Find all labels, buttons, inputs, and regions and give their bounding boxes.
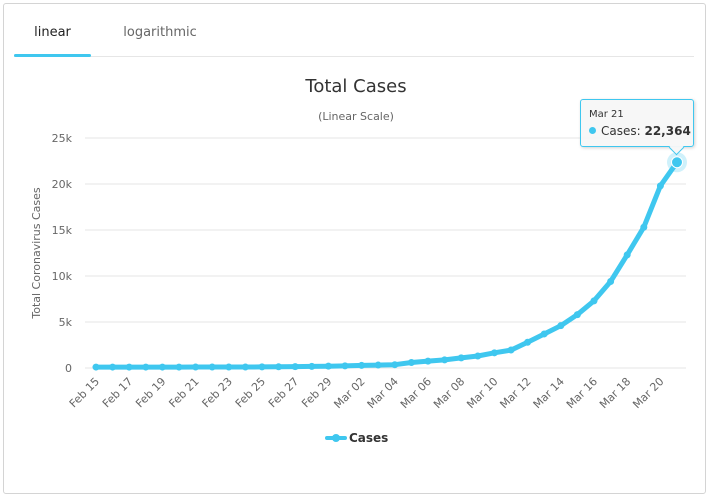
data-point xyxy=(457,354,465,362)
data-tooltip: Mar 21 Cases: 22,364 xyxy=(580,99,694,147)
tooltip-series-label: Cases xyxy=(601,124,637,138)
x-tick-label: Feb 19 xyxy=(133,375,168,410)
x-tick-label: Feb 15 xyxy=(67,375,102,410)
x-tick-label: Feb 23 xyxy=(200,375,235,410)
data-point xyxy=(192,363,200,371)
data-point xyxy=(125,363,133,371)
data-point xyxy=(590,297,598,305)
data-point xyxy=(656,182,664,190)
data-point xyxy=(407,358,415,366)
data-point xyxy=(109,363,117,371)
x-tick-label: Mar 02 xyxy=(331,375,367,411)
y-axis-labels: 0 5k 10k 15k 20k 25k xyxy=(52,132,73,375)
y-tick-label: 25k xyxy=(52,132,73,145)
tab-logarithmic-label: logarithmic xyxy=(123,25,197,40)
y-tick-label: 5k xyxy=(59,316,73,329)
x-tick-label: Mar 16 xyxy=(564,375,600,411)
data-point xyxy=(391,361,399,369)
data-point xyxy=(308,362,316,370)
data-point xyxy=(208,363,216,371)
data-point xyxy=(507,346,515,354)
data-point xyxy=(474,352,482,360)
x-tick-label: Mar 08 xyxy=(431,375,467,411)
y-tick-label: 10k xyxy=(52,270,73,283)
data-point xyxy=(241,363,249,371)
data-point xyxy=(524,338,532,346)
x-tick-label: Feb 27 xyxy=(266,375,301,410)
data-point xyxy=(175,363,183,371)
data-point xyxy=(225,363,233,371)
legend[interactable]: Cases xyxy=(325,431,388,445)
data-point xyxy=(341,362,349,370)
data-point xyxy=(640,223,648,231)
data-point xyxy=(291,363,299,371)
x-tick-label: Mar 14 xyxy=(531,375,567,411)
x-tick-label: Mar 20 xyxy=(630,375,666,411)
data-point xyxy=(158,363,166,371)
grid-lines xyxy=(85,137,686,369)
y-tick-label: 0 xyxy=(65,362,72,375)
series-points-cases xyxy=(92,152,687,371)
legend-label-cases: Cases xyxy=(349,431,388,445)
legend-marker-icon xyxy=(332,434,340,442)
data-point xyxy=(324,362,332,370)
data-point xyxy=(441,356,449,364)
chart-container xyxy=(3,3,706,494)
hover-point xyxy=(671,156,683,169)
data-point xyxy=(540,330,548,338)
tooltip-value: 22,364 xyxy=(644,124,691,138)
tab-linear-label: linear xyxy=(34,25,71,40)
tooltip-date: Mar 21 xyxy=(589,109,624,120)
x-tick-label: Mar 18 xyxy=(597,375,633,411)
x-tick-label: Feb 29 xyxy=(299,375,334,410)
data-point xyxy=(358,361,366,369)
data-point xyxy=(573,311,581,319)
data-point xyxy=(142,363,150,371)
x-tick-label: Mar 06 xyxy=(398,375,434,411)
y-tick-label: 20k xyxy=(52,178,73,191)
tabs-divider xyxy=(14,56,694,57)
chart-subtitle: (Linear Scale) xyxy=(318,110,394,123)
x-tick-label: Feb 17 xyxy=(100,375,135,410)
tooltip-separator: : xyxy=(636,124,645,138)
data-point xyxy=(424,357,432,365)
x-tick-label: Mar 12 xyxy=(497,375,533,411)
data-point xyxy=(374,361,382,369)
y-axis-title: Total Coronavirus Cases xyxy=(30,187,43,320)
tab-linear-active-indicator xyxy=(14,54,91,57)
scale-tabs: linear logarithmic xyxy=(14,14,694,57)
y-tick-label: 15k xyxy=(52,224,73,237)
data-point xyxy=(623,251,631,259)
data-point xyxy=(557,322,565,330)
data-point xyxy=(490,349,498,357)
x-tick-label: Feb 25 xyxy=(233,375,268,410)
data-point xyxy=(92,363,100,371)
tab-linear[interactable]: linear xyxy=(14,14,91,57)
chart-title: Total Cases xyxy=(304,76,406,97)
data-point xyxy=(258,363,266,371)
tab-logarithmic[interactable]: logarithmic xyxy=(104,14,216,54)
data-point xyxy=(607,278,615,286)
tooltip-row: Cases: 22,364 xyxy=(589,124,691,138)
tooltip-series-dot-icon xyxy=(589,127,596,134)
x-tick-label: Mar 04 xyxy=(365,375,401,411)
x-tick-label: Feb 21 xyxy=(166,375,201,410)
data-point xyxy=(275,363,283,371)
series-line-cases xyxy=(93,159,680,370)
x-tick-label: Mar 10 xyxy=(464,375,500,411)
